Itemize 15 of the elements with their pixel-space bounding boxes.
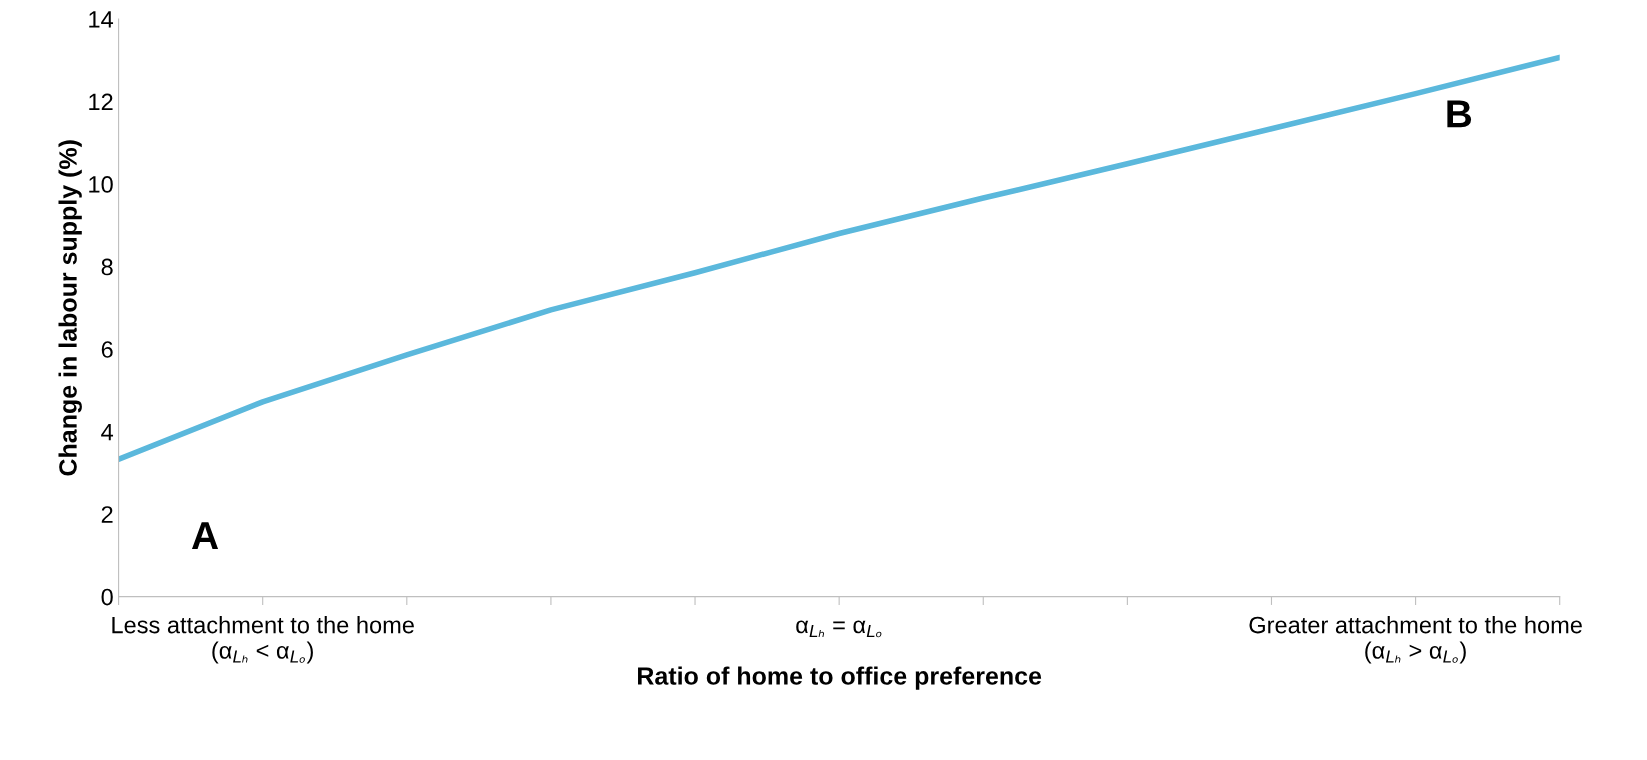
- annotation: B: [1447, 100, 1472, 128]
- y-tick-label: 6: [101, 341, 113, 358]
- y-tick-label: 10: [89, 176, 113, 193]
- y-tick-label: 8: [101, 258, 113, 276]
- y-tick-label: 4: [101, 423, 114, 441]
- x-tick-label: α$_{Lₕ}$ = α$_{Lₒ}$: [796, 620, 882, 638]
- x-axis-title: Ratio of home to office preference: [638, 666, 1042, 690]
- x-tick-label: Less attachment to the home (α$_{Lₕ}$ < α$_{Lₒ}$): [112, 616, 414, 664]
- y-tick-label: 0: [101, 588, 113, 606]
- y-tick-label: 2: [101, 506, 113, 523]
- y-tick-label: 14: [89, 11, 114, 28]
- y-tick-label: 12: [89, 93, 113, 111]
- y-axis-title: Change in labour supply (%): [58, 140, 82, 476]
- x-tick-label: Greater attachment to the home (α$_{Lₕ}$ > α$_{Lₒ}$): [1249, 616, 1582, 664]
- annotation: A: [191, 522, 219, 549]
